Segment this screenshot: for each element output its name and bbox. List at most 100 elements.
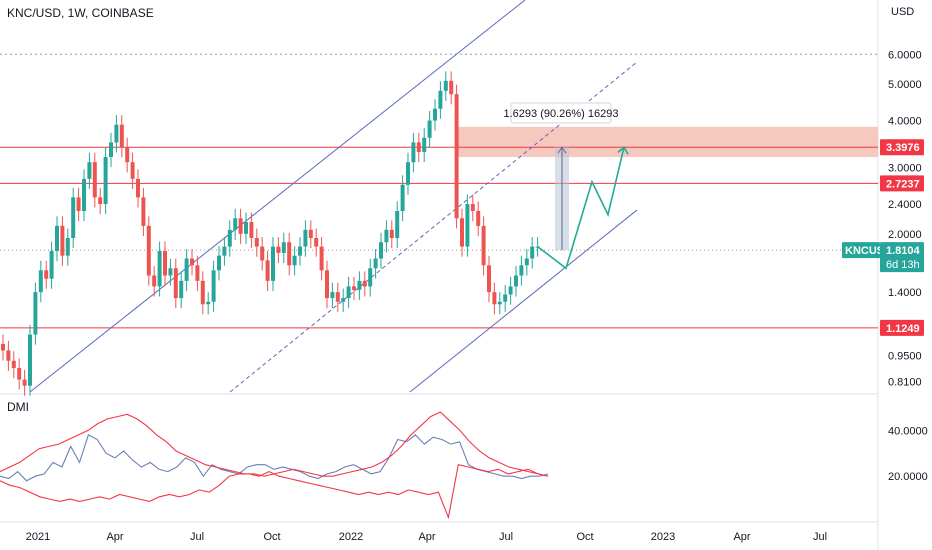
candle-body xyxy=(492,292,497,305)
candle-body xyxy=(130,162,135,179)
candle-body xyxy=(28,334,32,386)
x-tick-label: Apr xyxy=(418,531,435,543)
candle-body xyxy=(238,218,243,234)
dmi-y-tick-label: 40.0000 xyxy=(888,425,928,437)
projection-line xyxy=(537,147,625,270)
candle-body xyxy=(233,218,238,230)
x-tick-label: 2022 xyxy=(339,531,363,543)
chart-symbol-title: KNC/USD, 1W, COINBASE xyxy=(7,6,154,20)
candle-body xyxy=(103,157,108,205)
candle-body xyxy=(487,265,491,293)
candle-body xyxy=(454,94,459,219)
candle-body xyxy=(152,275,157,287)
measure-tool: 1.6293 (90.26%) 16293 xyxy=(504,102,619,251)
candle-body xyxy=(470,204,475,212)
candle-body xyxy=(98,197,103,205)
x-tick-label: 2023 xyxy=(651,531,675,543)
last-price-countdown: 6d 13h xyxy=(886,259,920,271)
candle-body xyxy=(389,229,394,238)
candle-body xyxy=(362,280,367,287)
candle-body xyxy=(319,246,324,271)
candle-body xyxy=(163,251,167,276)
candle-body xyxy=(335,292,340,302)
candle-body xyxy=(76,197,81,212)
measure-arrowhead xyxy=(557,146,567,154)
candle-body xyxy=(314,237,319,247)
dmi-series-line xyxy=(0,434,549,482)
level-lines xyxy=(0,146,878,329)
symbol-tag xyxy=(842,242,880,259)
level-price-tag-label: 1.1249 xyxy=(886,323,920,335)
dmi-y-tick-label: 20.0000 xyxy=(888,471,928,483)
candle-body xyxy=(92,162,97,198)
level-price-tag-label: 3.3976 xyxy=(886,142,920,154)
candle-body xyxy=(11,360,16,369)
candle-body xyxy=(136,178,140,198)
candle-body xyxy=(346,286,351,299)
candle-body xyxy=(190,258,194,266)
candle-body xyxy=(38,270,43,293)
candle-body xyxy=(17,368,22,380)
x-tick-label: 2021 xyxy=(26,531,50,543)
candle-body xyxy=(416,142,421,152)
candle-body xyxy=(519,265,524,276)
axes: USD 6.0000 5.0000 4.0000 3.0000 2.4000 2.0000 1… xyxy=(26,6,928,543)
y-tick-label: 1.4000 xyxy=(888,287,922,299)
candle-body xyxy=(157,251,162,287)
currency-label: USD xyxy=(891,6,914,18)
candle-body xyxy=(508,286,513,295)
candle-body xyxy=(254,237,259,247)
candle-body xyxy=(443,80,448,91)
candle-body xyxy=(49,251,54,279)
measure-label: 1.6293 (90.26%) 16293 xyxy=(504,108,619,120)
candle-body xyxy=(308,229,313,238)
candle-body xyxy=(179,280,184,299)
y-tick-label: 2.0000 xyxy=(888,229,922,241)
y-tick-label: 0.8100 xyxy=(888,377,922,389)
candle-body xyxy=(55,225,59,252)
x-tick-label: Oct xyxy=(263,531,280,543)
y-tick-label: 3.0000 xyxy=(888,163,922,175)
candle-body xyxy=(260,246,265,261)
candle-body xyxy=(379,242,383,259)
dmi-pane-title: DMI xyxy=(7,400,29,414)
y-tick-label: 2.4000 xyxy=(888,199,922,211)
last-price-tag-value: 1.8104 xyxy=(886,245,921,257)
candle-body xyxy=(406,162,410,185)
x-tick-label: Jul xyxy=(813,531,827,543)
candle-body xyxy=(303,229,308,247)
x-tick-label: Oct xyxy=(576,531,593,543)
candle-body xyxy=(460,218,464,247)
candle-body xyxy=(422,137,427,152)
candle-body xyxy=(524,258,529,266)
candle-body xyxy=(265,260,270,281)
candle-body xyxy=(325,270,329,299)
candle-body xyxy=(249,222,254,238)
candle-body xyxy=(6,350,11,361)
candle-body xyxy=(206,301,211,305)
y-tick-label: 0.9500 xyxy=(888,351,922,363)
y-tick-label: 4.0000 xyxy=(888,116,922,128)
last-price-tag xyxy=(880,242,924,273)
y-tick-label: 5.0000 xyxy=(888,79,922,91)
measure-label-box xyxy=(510,102,612,124)
candle-body xyxy=(271,246,275,281)
candle-body xyxy=(352,286,356,290)
candle-body xyxy=(481,225,486,266)
projection-path xyxy=(537,146,629,270)
dmi-lines xyxy=(0,411,549,520)
candle-body xyxy=(438,90,443,109)
candle-body xyxy=(357,280,362,290)
candle-body xyxy=(276,246,281,253)
candle-body xyxy=(373,258,378,269)
candle-body xyxy=(200,280,205,305)
candle-body xyxy=(244,222,248,234)
grid xyxy=(0,0,879,550)
candle-body xyxy=(44,270,49,279)
channel-lines xyxy=(29,0,638,393)
candle-body xyxy=(227,229,232,247)
candle-body xyxy=(184,258,189,281)
candle-body xyxy=(71,197,76,238)
